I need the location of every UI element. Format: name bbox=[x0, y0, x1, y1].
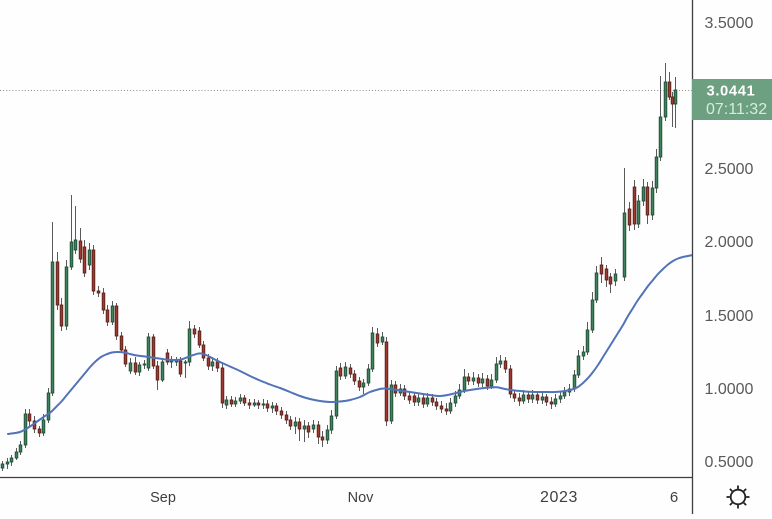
svg-text:2.0000: 2.0000 bbox=[705, 234, 754, 251]
svg-text:2023: 2023 bbox=[540, 489, 578, 506]
svg-text:1.5000: 1.5000 bbox=[705, 308, 754, 325]
svg-text:2.5000: 2.5000 bbox=[705, 161, 754, 178]
svg-text:3.0441: 3.0441 bbox=[707, 84, 756, 100]
svg-text:3.5000: 3.5000 bbox=[705, 15, 754, 32]
svg-text:07:11:32: 07:11:32 bbox=[706, 101, 767, 118]
svg-text:0.5000: 0.5000 bbox=[705, 454, 754, 471]
svg-text:Sep: Sep bbox=[150, 490, 176, 506]
svg-text:Nov: Nov bbox=[348, 490, 375, 506]
svg-text:6: 6 bbox=[670, 489, 678, 506]
svg-text:1.0000: 1.0000 bbox=[705, 381, 754, 398]
